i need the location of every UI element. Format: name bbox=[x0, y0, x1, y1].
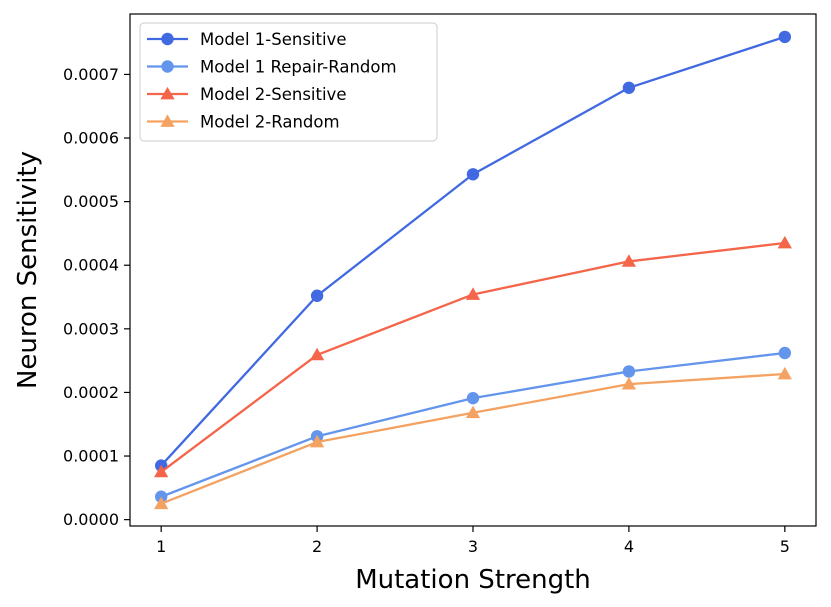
legend-entry: Model 2-Sensitive bbox=[147, 85, 346, 104]
legend-marker bbox=[161, 60, 174, 73]
x-tick-label: 4 bbox=[624, 537, 634, 556]
y-tick-label: 0.0000 bbox=[63, 510, 119, 529]
data-point bbox=[777, 366, 792, 380]
legend-label: Model 2-Sensitive bbox=[200, 85, 346, 104]
x-tick-label: 2 bbox=[312, 537, 322, 556]
data-point bbox=[309, 347, 325, 361]
axes-layer: 1 2 3 4 5 0.0000 0.0001 0.0002 0.0003 0.0004 0.000… bbox=[63, 65, 790, 556]
data-point bbox=[622, 365, 636, 378]
y-tick-label: 0.0004 bbox=[63, 256, 119, 275]
x-tick-label: 3 bbox=[468, 537, 478, 556]
data-point bbox=[621, 254, 637, 267]
series-layer bbox=[154, 30, 792, 510]
legend-marker bbox=[161, 32, 174, 46]
legend-frame bbox=[139, 22, 438, 142]
x-axis-label: Mutation Strength bbox=[355, 565, 591, 595]
legend: Model 1-Sensitive Model 1 Repair-Random Mo… bbox=[139, 22, 438, 142]
series-line bbox=[160, 351, 785, 498]
data-point bbox=[778, 346, 792, 360]
y-tick-label: 0.0007 bbox=[63, 65, 119, 84]
legend-entry: Model 1 Repair-Random bbox=[147, 58, 397, 77]
legend-label: Model 1 Repair-Random bbox=[200, 58, 397, 77]
data-point bbox=[465, 405, 481, 419]
y-tick-label: 0.0001 bbox=[63, 447, 119, 466]
data-point bbox=[466, 168, 480, 181]
legend-entry: Model 2-Random bbox=[147, 113, 340, 132]
data-point bbox=[465, 287, 481, 300]
data-point bbox=[777, 235, 792, 249]
x-tick-label: 5 bbox=[780, 537, 790, 556]
y-tick-label: 0.0005 bbox=[63, 192, 119, 211]
data-point bbox=[778, 30, 792, 44]
y-tick-label: 0.0006 bbox=[63, 129, 119, 148]
data-point bbox=[466, 391, 480, 405]
series-2 bbox=[154, 346, 792, 503]
y-tick-label: 0.0003 bbox=[63, 319, 119, 338]
legend-marker bbox=[160, 86, 175, 100]
data-point bbox=[622, 81, 636, 94]
data-point bbox=[309, 434, 325, 448]
legend-label: Model 2-Random bbox=[200, 113, 340, 132]
data-point bbox=[310, 289, 324, 302]
legend-marker bbox=[160, 114, 175, 127]
series-4 bbox=[154, 366, 792, 510]
data-point bbox=[621, 377, 637, 390]
series-3 bbox=[154, 235, 792, 478]
series-line bbox=[160, 241, 785, 473]
legend-label: Model 1-Sensitive bbox=[200, 30, 346, 49]
data-point bbox=[154, 496, 169, 510]
y-tick-label: 0.0002 bbox=[63, 383, 119, 402]
x-tick-label: 1 bbox=[156, 537, 166, 556]
data-point bbox=[154, 464, 169, 478]
y-axis-label: Neuron Sensitivity bbox=[13, 151, 43, 389]
legend-entry: Model 1-Sensitive bbox=[147, 30, 346, 49]
